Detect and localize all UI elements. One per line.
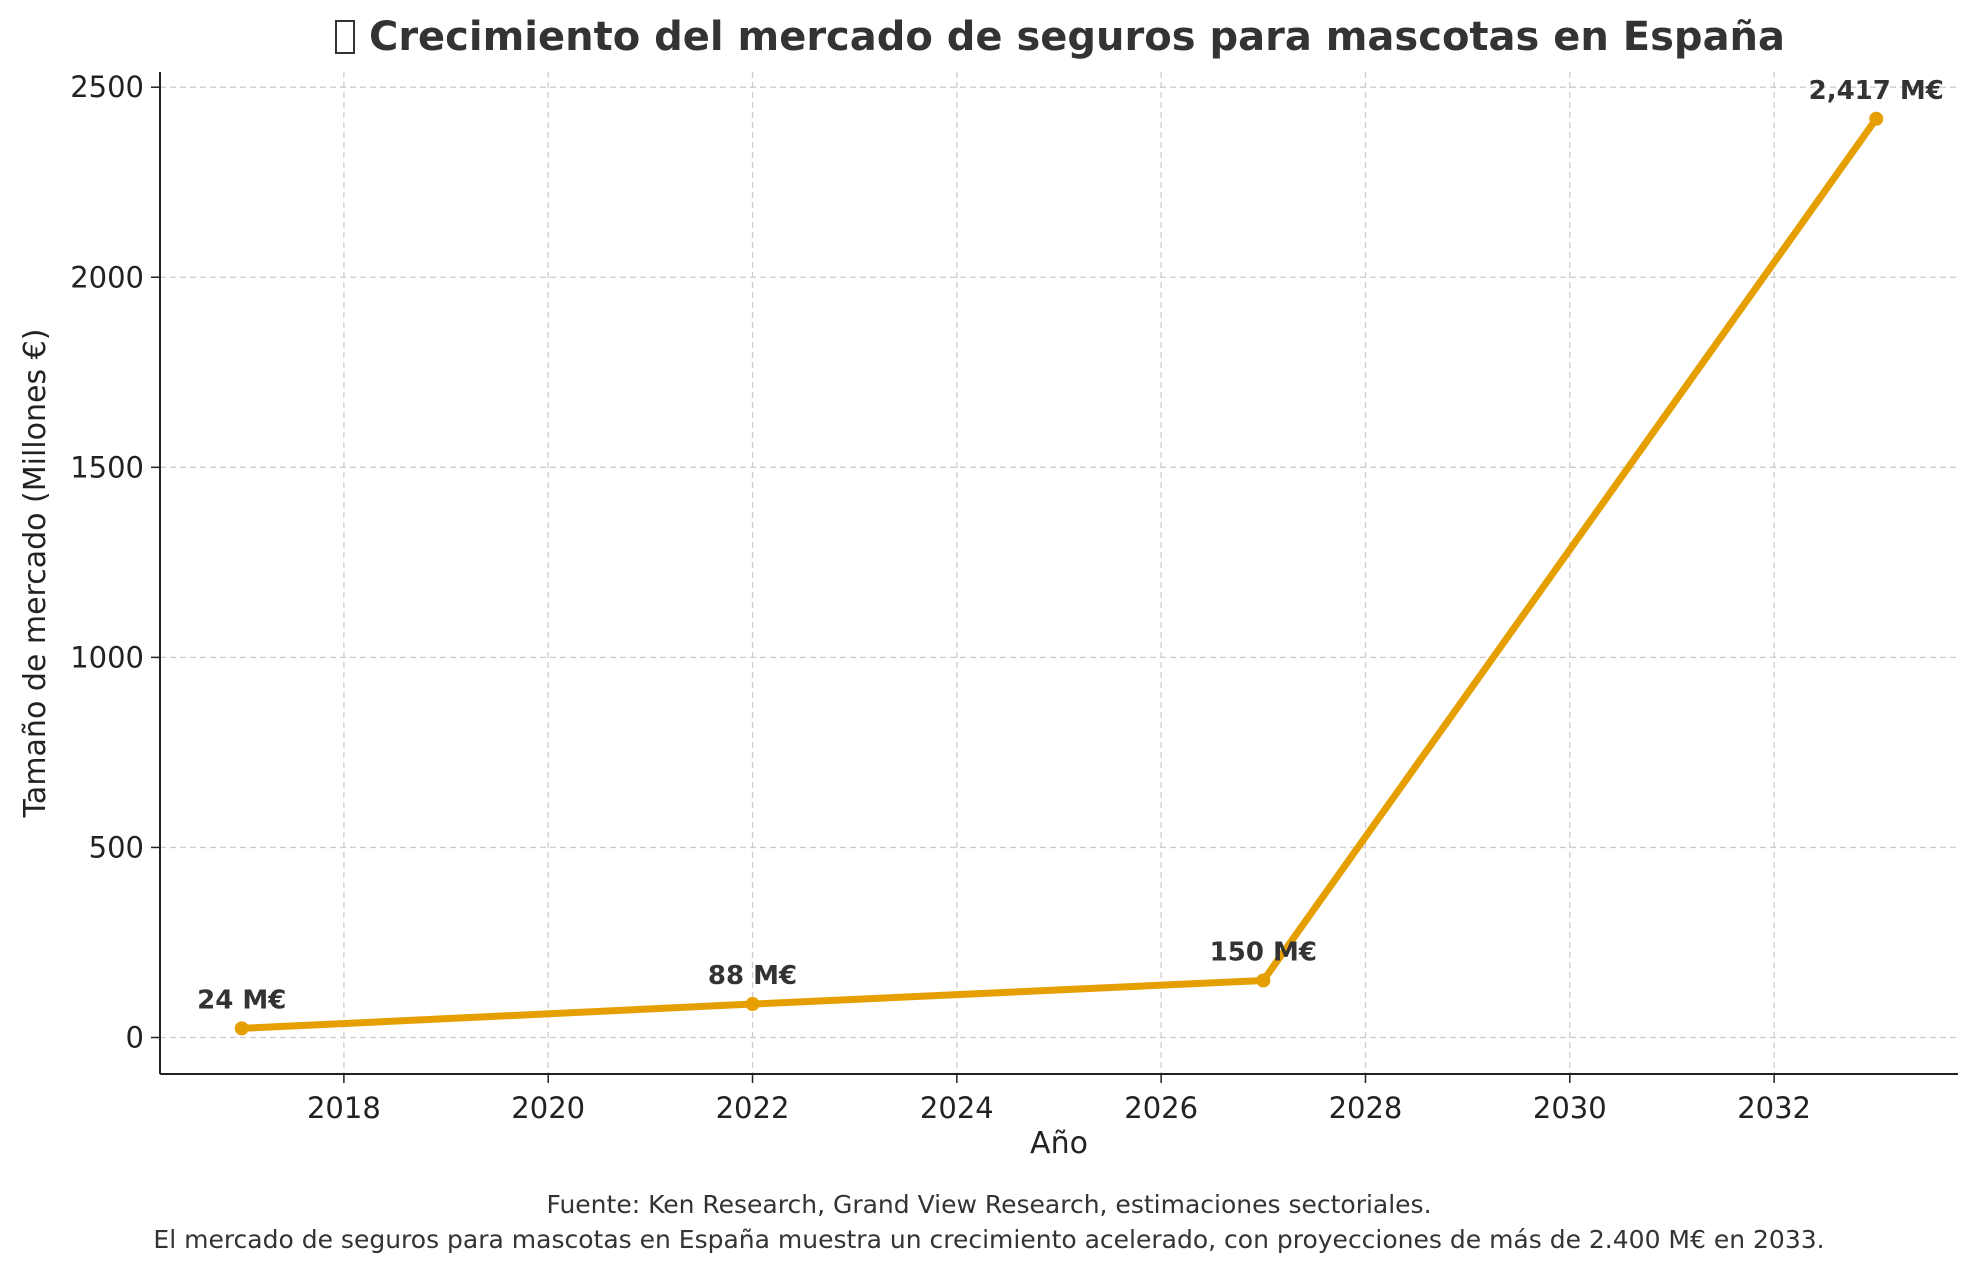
chart-title: Crecimiento del mercado de seguros para …	[0, 14, 1978, 60]
data-point	[745, 997, 760, 1012]
source-note: Fuente: Ken Research, Grand View Researc…	[546, 1190, 1432, 1219]
data-label: 24 M€	[197, 985, 286, 1015]
y-tick-label: 500	[89, 830, 144, 864]
x-tick-label: 2022	[716, 1091, 790, 1125]
missing-glyph-icon	[334, 20, 355, 54]
x-tick-label: 2024	[920, 1091, 994, 1125]
x-tick-label: 2028	[1329, 1091, 1403, 1125]
y-tick-label: 1000	[70, 640, 144, 674]
data-label: 2,417 M€	[1809, 76, 1944, 106]
series-line	[241, 116, 1880, 1032]
y-tick-label: 1500	[70, 450, 144, 484]
data-point	[1869, 111, 1884, 126]
x-axis-label: Año	[1030, 1126, 1088, 1161]
data-point	[1256, 973, 1271, 988]
x-tick-label: 2026	[1124, 1091, 1198, 1125]
x-tick-label: 2032	[1737, 1091, 1811, 1125]
data-label: 88 M€	[708, 961, 797, 991]
y-axis-label: Tamaño de mercado (Millones €)	[18, 329, 53, 819]
data-point	[234, 1021, 249, 1036]
y-tick-label: 2500	[70, 70, 144, 104]
y-tick-label: 2000	[70, 260, 144, 294]
data-label: 150 M€	[1210, 937, 1317, 967]
x-tick-label: 2020	[511, 1091, 585, 1125]
x-tick-label: 2018	[307, 1091, 381, 1125]
y-tick-label: 0	[126, 1021, 144, 1055]
summary-note: El mercado de seguros para mascotas en E…	[153, 1225, 1825, 1254]
x-tick-label: 2030	[1533, 1091, 1607, 1125]
chart-title-text: Crecimiento del mercado de seguros para …	[368, 14, 1786, 60]
